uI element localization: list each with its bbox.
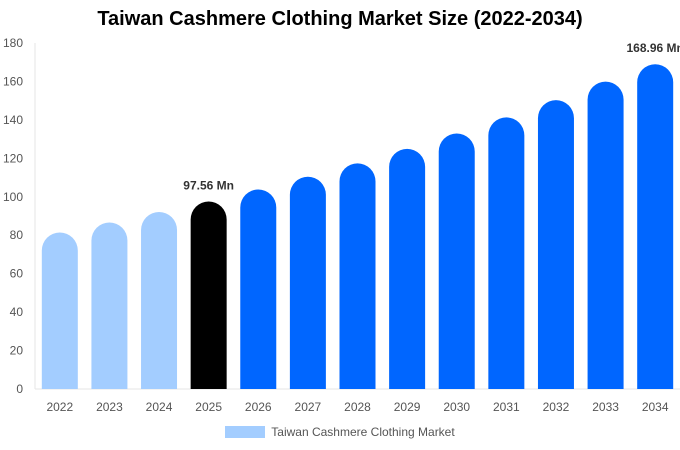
x-tick-label: 2027 bbox=[295, 400, 322, 414]
bar-2032 bbox=[537, 100, 574, 389]
bar-2025 bbox=[190, 201, 227, 389]
x-tick-label: 2033 bbox=[592, 400, 619, 414]
bar-2030 bbox=[438, 133, 475, 389]
bar-2028 bbox=[339, 163, 376, 389]
bar-2029 bbox=[389, 148, 426, 389]
y-tick-label: 160 bbox=[3, 74, 23, 88]
bar-2024 bbox=[141, 211, 178, 389]
x-tick-label: 2026 bbox=[245, 400, 272, 414]
y-tick-label: 0 bbox=[16, 382, 23, 396]
y-tick-label: 180 bbox=[3, 36, 23, 50]
y-tick-label: 100 bbox=[3, 190, 23, 204]
x-tick-label: 2025 bbox=[195, 400, 222, 414]
y-tick-label: 60 bbox=[10, 267, 24, 281]
legend: Taiwan Cashmere Clothing Market bbox=[0, 425, 680, 439]
x-tick-label: 2031 bbox=[493, 400, 520, 414]
legend-swatch bbox=[225, 426, 266, 438]
data-label: 168.96 Mn bbox=[627, 41, 680, 55]
bar-2026 bbox=[240, 189, 277, 389]
y-tick-label: 80 bbox=[10, 228, 24, 242]
bar-2027 bbox=[289, 176, 326, 389]
data-label: 97.56 Mn bbox=[183, 178, 234, 192]
y-tick-label: 120 bbox=[3, 151, 23, 165]
chart-title: Taiwan Cashmere Clothing Market Size (20… bbox=[97, 8, 583, 30]
x-tick-label: 2030 bbox=[443, 400, 470, 414]
bar-2022 bbox=[41, 232, 78, 389]
y-tick-label: 40 bbox=[10, 305, 24, 319]
x-tick-label: 2023 bbox=[96, 400, 123, 414]
x-tick-label: 2029 bbox=[394, 400, 421, 414]
x-tick-label: 2024 bbox=[146, 400, 173, 414]
x-tick-label: 2034 bbox=[642, 400, 669, 414]
y-tick-label: 140 bbox=[3, 113, 23, 127]
x-tick-label: 2032 bbox=[543, 400, 570, 414]
bar-2033 bbox=[587, 81, 624, 390]
x-tick-label: 2028 bbox=[344, 400, 371, 414]
bar-2034 bbox=[637, 64, 674, 389]
legend-label: Taiwan Cashmere Clothing Market bbox=[271, 425, 455, 439]
y-tick-label: 20 bbox=[10, 344, 24, 358]
bar-2023 bbox=[91, 222, 128, 389]
bar-2031 bbox=[488, 117, 525, 389]
x-tick-label: 2022 bbox=[46, 400, 73, 414]
